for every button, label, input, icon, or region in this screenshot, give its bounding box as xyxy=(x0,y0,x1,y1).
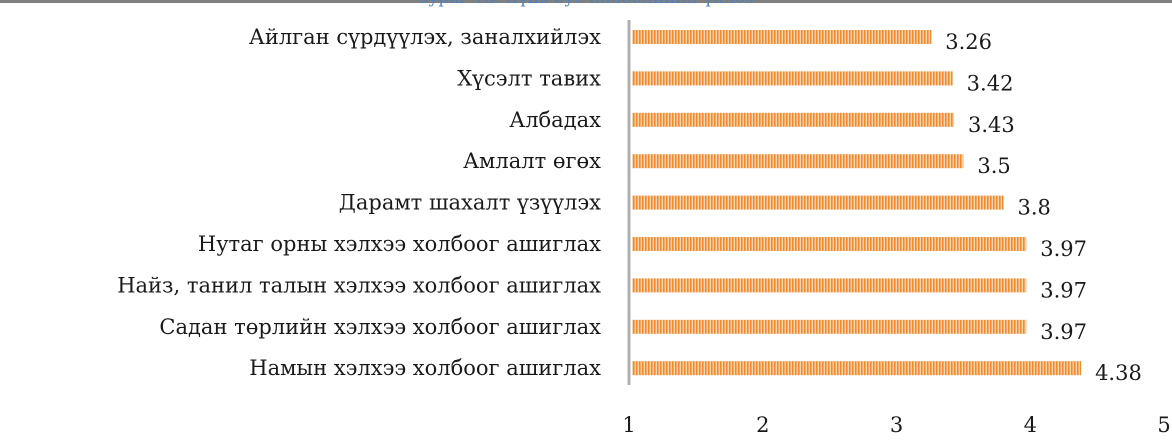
bar xyxy=(632,319,1027,334)
category-label: Садан төрлийн хэлхээ холбоог ашиглах xyxy=(159,315,601,339)
bar xyxy=(632,154,964,169)
x-tick-label: 5 xyxy=(1157,413,1170,437)
x-tick-label: 4 xyxy=(1024,413,1037,437)
data-label: 3.43 xyxy=(968,113,1015,137)
data-label: 3.97 xyxy=(1040,320,1087,344)
data-label: 3.97 xyxy=(1040,278,1087,302)
category-label: Хүсэлт тавих xyxy=(457,66,601,90)
bar xyxy=(632,361,1082,376)
category-label: Нутаг орны хэлхээ холбоог ашиглах xyxy=(198,232,601,256)
data-label: 3.26 xyxy=(945,30,992,54)
top-rule xyxy=(0,0,1172,3)
data-label: 3.8 xyxy=(1018,196,1051,220)
data-label: 4.38 xyxy=(1095,361,1142,385)
bar xyxy=(632,278,1027,293)
category-label: Албадах xyxy=(509,108,601,132)
category-label: Найз, танил талын хэлхээ холбоог ашиглах xyxy=(117,273,601,297)
category-label: Намын хэлхээ холбоог ашиглах xyxy=(249,356,601,380)
data-label: 3.5 xyxy=(977,154,1010,178)
x-tick-label: 1 xyxy=(622,413,635,437)
x-tick-label: 2 xyxy=(756,413,769,437)
category-label: Амлалт өгөх xyxy=(463,149,601,173)
bars-layer xyxy=(632,30,1082,376)
category-label: Айлган сүрдүүлэх, заналхийлэх xyxy=(249,25,601,49)
bar xyxy=(632,237,1027,251)
category-label: Дарамт шахалт үзүүлэх xyxy=(339,191,601,215)
data-label: 3.42 xyxy=(967,71,1014,95)
bar xyxy=(632,112,955,127)
bar xyxy=(632,30,932,44)
x-axis-ticks: 1 2 3 4 5 xyxy=(622,413,1170,437)
x-tick-label: 3 xyxy=(890,413,903,437)
figure-caption: Зураг 13. Хүнь бус нөлөөлиийн үйлээ xyxy=(0,0,1172,8)
data-label: 3.97 xyxy=(1040,237,1087,261)
bar xyxy=(632,195,1004,210)
bar xyxy=(632,71,953,86)
labels-layer: Айлган сүрдүүлэх, заналхийлэх 3.26 Хүсэлт … xyxy=(117,25,1142,385)
